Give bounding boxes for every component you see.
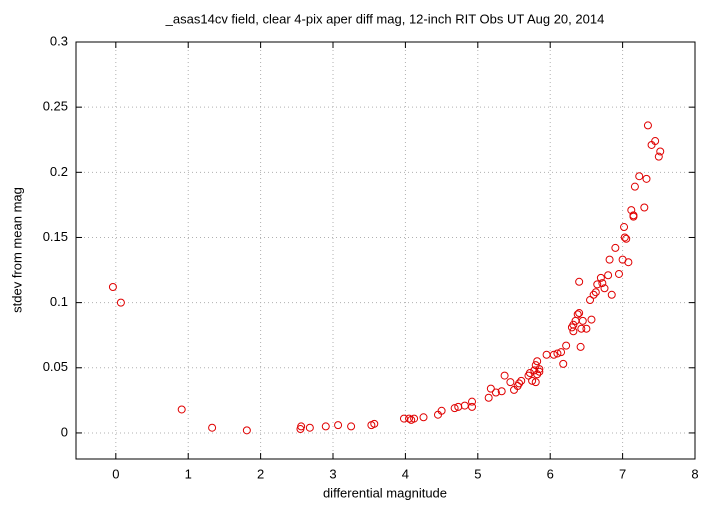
point [593, 280, 602, 289]
point [622, 234, 631, 243]
point [656, 147, 665, 156]
point [334, 421, 343, 430]
x-tick-label: 3 [329, 466, 336, 481]
point [410, 414, 419, 423]
point [533, 370, 542, 379]
y-tick-label: 0.1 [50, 294, 68, 309]
x-tick-label: 5 [474, 466, 481, 481]
point [586, 296, 595, 305]
point [491, 388, 500, 397]
point [517, 376, 526, 385]
point [468, 397, 477, 406]
chart-title: _asas14cv field, clear 4-pix aper diff m… [165, 11, 605, 26]
point [347, 422, 356, 431]
point [242, 426, 251, 435]
point [598, 279, 607, 288]
point [620, 223, 629, 232]
point [569, 320, 578, 329]
point [604, 271, 613, 280]
point [116, 298, 125, 307]
point [497, 387, 506, 396]
point [559, 359, 568, 368]
y-tick-label: 0.3 [50, 33, 68, 48]
point [578, 316, 587, 325]
point [635, 172, 644, 181]
point [605, 255, 614, 264]
point [577, 324, 586, 333]
point [528, 376, 537, 385]
point [575, 277, 584, 286]
point [321, 422, 330, 431]
point [515, 379, 524, 388]
point [450, 404, 459, 413]
point [484, 393, 493, 402]
point [600, 284, 609, 293]
point [651, 137, 660, 146]
point [405, 414, 414, 423]
point [640, 203, 649, 212]
x-axis-label: differential magnitude [323, 485, 447, 500]
point [370, 419, 379, 428]
point [620, 233, 629, 242]
point [108, 282, 117, 291]
point [419, 413, 428, 422]
point [557, 348, 566, 357]
x-tick-label: 2 [257, 466, 264, 481]
x-tick-label: 0 [112, 466, 119, 481]
plot-frame [75, 41, 696, 460]
point [305, 423, 314, 432]
point [630, 182, 639, 191]
point [582, 324, 591, 333]
point [553, 349, 562, 358]
point [575, 309, 584, 318]
point [611, 243, 620, 252]
point [177, 405, 186, 414]
point [573, 310, 582, 319]
y-tick-label: 0.15 [43, 229, 68, 244]
point [642, 174, 651, 183]
point [297, 422, 306, 431]
point [533, 357, 542, 366]
x-tick-label: 8 [691, 466, 698, 481]
x-tick-label: 1 [185, 466, 192, 481]
point [596, 273, 605, 282]
point [562, 341, 571, 350]
x-tick-label: 4 [402, 466, 409, 481]
point [591, 288, 600, 297]
point [531, 378, 540, 387]
y-tick-label: 0.05 [43, 359, 68, 374]
point [500, 371, 509, 380]
point [535, 365, 544, 374]
point [614, 269, 623, 278]
point [643, 121, 652, 130]
y-tick-label: 0.25 [43, 99, 68, 114]
point [549, 350, 558, 359]
point [506, 378, 515, 387]
x-tick-label: 6 [547, 466, 554, 481]
y-tick-label: 0.2 [50, 164, 68, 179]
point [468, 402, 477, 411]
point [589, 290, 598, 299]
point [624, 258, 633, 267]
point [629, 211, 638, 220]
point [208, 423, 217, 432]
x-tick-label: 7 [619, 466, 626, 481]
point [607, 290, 616, 299]
y-tick-label: 0 [61, 424, 68, 439]
point [587, 315, 596, 324]
point [576, 342, 585, 351]
point [486, 384, 495, 393]
y-axis-label: stdev from mean mag [9, 187, 24, 313]
point [654, 152, 663, 161]
point [437, 406, 446, 415]
point [535, 367, 544, 376]
